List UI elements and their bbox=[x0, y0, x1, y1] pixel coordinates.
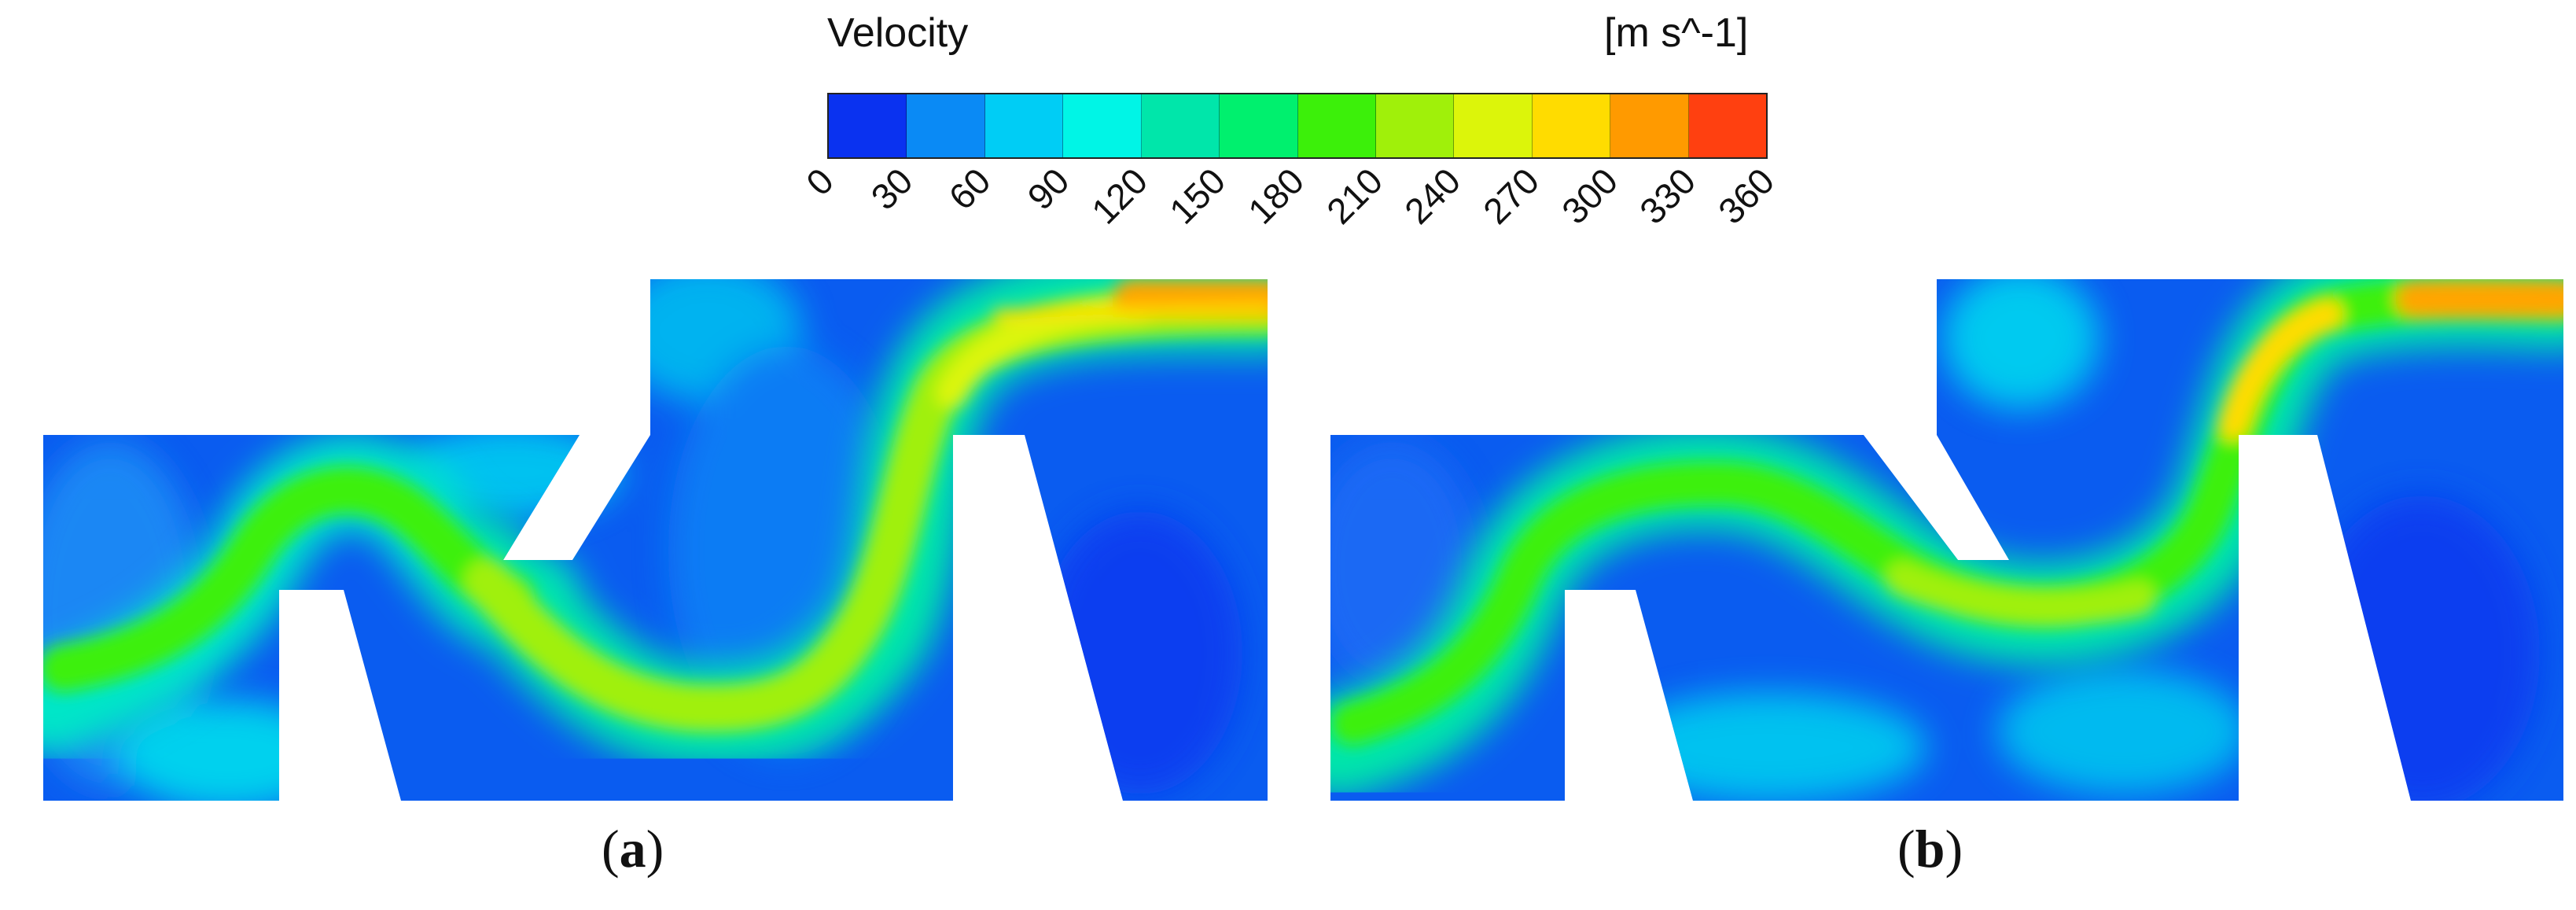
velocity-colorbar bbox=[827, 93, 1768, 159]
colorbar-segment bbox=[984, 94, 1064, 157]
colorbar-segment bbox=[1610, 94, 1689, 157]
colorbar-segment bbox=[829, 94, 907, 157]
panel-label-a: (a) bbox=[602, 819, 664, 879]
colorbar-segment bbox=[1688, 94, 1767, 157]
colorbar-segment bbox=[1063, 94, 1142, 157]
colorbar-segment bbox=[1454, 94, 1533, 157]
colorbar-segment bbox=[1297, 94, 1376, 157]
colorbar-segment bbox=[907, 94, 985, 157]
colorbar-segment bbox=[1532, 94, 1611, 157]
colorbar-segment bbox=[1375, 94, 1455, 157]
panel-a-contour bbox=[43, 279, 1268, 801]
colorbar-segment bbox=[1220, 94, 1298, 157]
legend-title: Velocity bbox=[827, 10, 969, 56]
legend-unit: [m s^-1] bbox=[1604, 10, 1749, 56]
colorbar-segment bbox=[1141, 94, 1220, 157]
panel-label-b: (b) bbox=[1897, 819, 1963, 879]
panel-b-contour bbox=[1330, 279, 2563, 801]
